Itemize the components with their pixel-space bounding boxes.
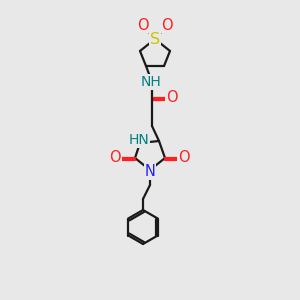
Text: O: O xyxy=(178,151,190,166)
Text: N: N xyxy=(145,164,155,179)
Text: HN: HN xyxy=(129,133,149,147)
Text: O: O xyxy=(161,17,173,32)
Text: NH: NH xyxy=(141,75,161,89)
Text: O: O xyxy=(109,151,121,166)
Text: O: O xyxy=(166,91,178,106)
Text: O: O xyxy=(137,17,149,32)
Text: S: S xyxy=(150,32,160,46)
